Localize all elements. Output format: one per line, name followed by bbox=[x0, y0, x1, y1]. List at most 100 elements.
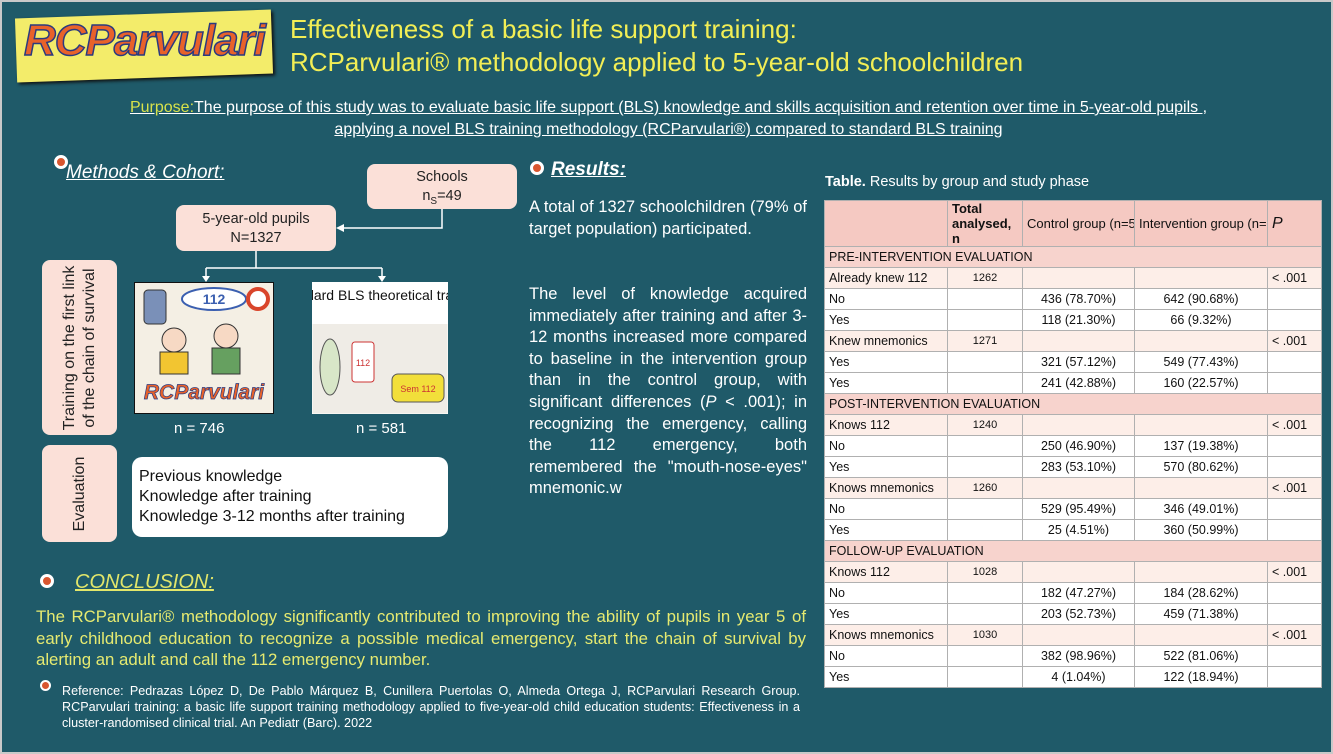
pupils-box: 5-year-old pupils N=1327 bbox=[176, 205, 336, 251]
control-cell: 382 (98.96%) bbox=[1022, 645, 1135, 667]
badge: 112 bbox=[203, 291, 226, 307]
intervention-cell: 346 (49.01%) bbox=[1134, 498, 1268, 520]
intervention-cell: 160 (22.57%) bbox=[1134, 372, 1268, 394]
icon bbox=[530, 161, 544, 175]
data-row: Yes 25 (4.51%) 360 (50.99%) bbox=[824, 519, 1322, 541]
total-cell bbox=[947, 582, 1023, 604]
data-row: No 250 (46.90%) 137 (19.38%) bbox=[824, 435, 1322, 457]
total-cell: 1271 bbox=[947, 330, 1023, 352]
title: RCParvulari® methodology applied to 5-ye… bbox=[290, 47, 1024, 77]
intervention-cell: 184 (28.62%) bbox=[1134, 582, 1268, 604]
schools-box: Schools nS=49 bbox=[367, 164, 517, 209]
evaluation-label: Evaluation bbox=[70, 456, 88, 531]
total-cell: 1030 bbox=[947, 624, 1023, 646]
table-caption: Table. Results by group and study phase bbox=[825, 174, 1089, 190]
intervention-cell bbox=[1134, 624, 1268, 646]
row-label: Knew mnemonics bbox=[824, 330, 948, 352]
p-cell bbox=[1267, 645, 1322, 667]
row-label: No bbox=[824, 645, 948, 667]
data-row: Yes 203 (52.73%) 459 (71.38%) bbox=[824, 603, 1322, 625]
total-cell bbox=[947, 645, 1023, 667]
control-cell: 182 (47.27%) bbox=[1022, 582, 1135, 604]
schools-label: Schools bbox=[416, 169, 468, 185]
p-cell: < .001 bbox=[1267, 624, 1322, 646]
intervention-cell: 360 (50.99%) bbox=[1134, 519, 1268, 541]
p-cell: < .001 bbox=[1267, 330, 1322, 352]
p-cell bbox=[1267, 309, 1322, 331]
standard-image: Standard BLS theoretical training 112 Se… bbox=[312, 282, 448, 414]
conclusion-heading: CONCLUSION: bbox=[75, 571, 214, 593]
text: < .001); in recognizing the emergency, c… bbox=[529, 392, 807, 498]
item-row: Knew mnemonics 1271 < .001 bbox=[824, 330, 1322, 352]
sub: S bbox=[430, 195, 438, 207]
intervention-cell bbox=[1134, 477, 1268, 499]
image-caption: Standard BLS theoretical training bbox=[312, 287, 448, 303]
image-logo: RCParvulari bbox=[144, 381, 265, 404]
row-label: Yes bbox=[824, 519, 948, 541]
row-label: Yes bbox=[824, 456, 948, 478]
pupils-value: N=1327 bbox=[230, 230, 282, 246]
item-row: Already knew 112 1262 < .001 bbox=[824, 267, 1322, 289]
data-row: No 529 (95.49%) 346 (49.01%) bbox=[824, 498, 1322, 520]
section-title: FOLLOW-UP EVALUATION bbox=[824, 540, 1322, 562]
value: =49 bbox=[437, 188, 462, 204]
caption-bold: Table. bbox=[825, 174, 866, 190]
evaluation-item: Knowledge 3-12 months after training bbox=[139, 508, 405, 525]
p-cell bbox=[1267, 456, 1322, 478]
row-label: No bbox=[824, 288, 948, 310]
data-row: Yes 118 (21.30%) 66 (9.32%) bbox=[824, 309, 1322, 331]
section-row: PRE-INTERVENTION EVALUATION bbox=[824, 246, 1322, 268]
evaluation-item: Knowledge after training bbox=[139, 488, 312, 505]
badge: 112 bbox=[356, 358, 370, 368]
icon bbox=[54, 155, 68, 169]
p-cell bbox=[1267, 666, 1322, 688]
purpose-text: applying a novel BLS training methodolog… bbox=[334, 121, 1003, 138]
item-row: Knows mnemonics 1030 < .001 bbox=[824, 624, 1322, 646]
total-cell bbox=[947, 498, 1023, 520]
control-cell bbox=[1022, 624, 1135, 646]
item-row: Knows mnemonics 1260 < .001 bbox=[824, 477, 1322, 499]
evaluation-list: Previous knowledge Knowledge after train… bbox=[132, 457, 448, 537]
total-cell bbox=[947, 456, 1023, 478]
control-cell: 4 (1.04%) bbox=[1022, 666, 1135, 688]
control-cell bbox=[1022, 477, 1135, 499]
logo: RCParvulari bbox=[23, 15, 266, 66]
reference-label: Reference: bbox=[62, 684, 124, 698]
row-label: Yes bbox=[824, 372, 948, 394]
intervention-cell: 122 (18.94%) bbox=[1134, 666, 1268, 688]
training-box: Training on the first link of the chain … bbox=[42, 260, 117, 435]
training-label: Training on the first link of the chain … bbox=[60, 265, 98, 430]
p-cell bbox=[1267, 498, 1322, 520]
icon bbox=[40, 680, 51, 691]
p-cell: < .001 bbox=[1267, 477, 1322, 499]
van-text: Sem 112 bbox=[400, 384, 435, 394]
icon bbox=[40, 574, 54, 588]
control-cell: 203 (52.73%) bbox=[1022, 603, 1135, 625]
row-label: Yes bbox=[824, 309, 948, 331]
control-cell: 283 (53.10%) bbox=[1022, 456, 1135, 478]
total-cell: 1262 bbox=[947, 267, 1023, 289]
intervention-image: 112 RCParvulari bbox=[134, 282, 274, 414]
section-title: POST-INTERVENTION EVALUATION bbox=[824, 393, 1322, 415]
intervention-cell: 642 (90.68%) bbox=[1134, 288, 1268, 310]
control-cell bbox=[1022, 267, 1135, 289]
text: The level of knowledge acquired immediat… bbox=[529, 285, 807, 411]
results-paragraph: A total of 1327 schoolchildren (79% of t… bbox=[529, 198, 807, 238]
intervention-cell: 66 (9.32%) bbox=[1134, 309, 1268, 331]
row-label: Already knew 112 bbox=[824, 267, 948, 289]
intervention-cell bbox=[1134, 414, 1268, 436]
p-cell: < .001 bbox=[1267, 267, 1322, 289]
section-title: PRE-INTERVENTION EVALUATION bbox=[824, 246, 1322, 268]
p-cell bbox=[1267, 372, 1322, 394]
control-cell: 321 (57.12%) bbox=[1022, 351, 1135, 373]
data-row: Yes 241 (42.88%) 160 (22.57%) bbox=[824, 372, 1322, 394]
methods-heading: Methods & Cohort: bbox=[66, 162, 225, 183]
p-cell: < .001 bbox=[1267, 414, 1322, 436]
connectors bbox=[202, 209, 443, 282]
title: Effectiveness of a basic life support tr… bbox=[290, 14, 797, 44]
reference-text: Pedrazas López D, De Pablo Márquez B, Cu… bbox=[62, 684, 800, 730]
header-cell: Intervention group (n=746) bbox=[1134, 200, 1268, 247]
control-cell: 529 (95.49%) bbox=[1022, 498, 1135, 520]
